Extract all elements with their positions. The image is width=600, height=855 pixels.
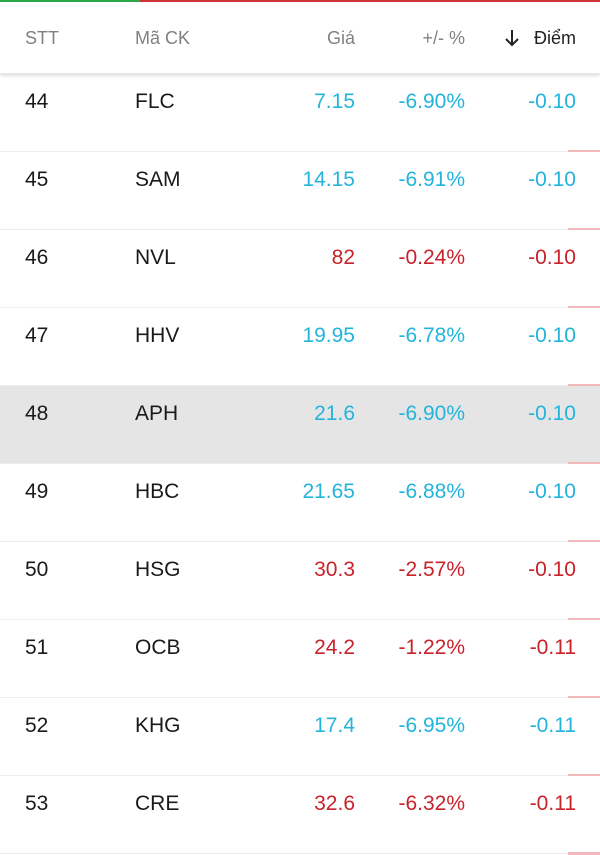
row-change-pct: -2.57% [398,558,465,581]
row-stt: 45 [25,168,49,191]
stock-list: 44 FLC 7.15 -6.90% -0.10 45 SAM 14.15 -6.91% -0.1… [0,74,600,855]
row-price: 30.3 [314,558,355,581]
row-price: 32.6 [314,792,355,815]
column-header-stt[interactable]: STT [25,28,59,48]
row-points-bar [568,462,600,465]
row-price: 82 [331,246,355,269]
row-change-pct: -6.91% [398,168,465,191]
row-points-bar [568,384,600,387]
row-change-pct: -1.22% [398,636,465,659]
row-code: NVL [135,246,176,269]
row-points-bar [568,618,600,621]
row-points-bar [568,540,600,543]
row-code: SAM [135,168,181,191]
row-change-pct: -6.95% [398,714,465,737]
row-points: -0.11 [529,636,576,659]
row-code: CRE [135,792,180,815]
row-stt: 44 [25,90,49,113]
row-change-pct: -0.24% [398,246,465,269]
table-row[interactable]: 45 SAM 14.15 -6.91% -0.10 [0,152,600,231]
row-price: 14.15 [302,168,355,191]
row-price: 21.65 [302,480,355,503]
row-stt: 49 [25,480,49,503]
row-change-pct: -6.90% [398,90,465,113]
row-points-bar [568,774,600,777]
column-header-points-label: Điểm [533,28,576,48]
table-row[interactable]: 47 HHV 19.95 -6.78% -0.10 [0,308,600,387]
table-row[interactable]: 46 NVL 82 -0.24% -0.10 [0,230,600,309]
column-header-price[interactable]: Giá [326,28,355,48]
row-points: -0.10 [528,480,576,503]
row-stt: 51 [25,636,49,659]
row-stt: 50 [25,558,49,581]
row-points: -0.10 [528,168,576,191]
table-row[interactable]: 53 CRE 32.6 -6.32% -0.11 [0,776,600,855]
row-stt: 47 [25,324,49,347]
row-points-bar [568,150,600,153]
row-price: 19.95 [302,324,355,347]
arrow-down-icon[interactable] [504,28,520,48]
row-code: APH [135,402,179,425]
row-change-pct: -6.90% [398,402,465,425]
column-header-code[interactable]: Mã CK [135,28,191,48]
table-row[interactable]: 52 KHG 17.4 -6.95% -0.11 [0,698,600,777]
table-row[interactable]: 48 APH 21.6 -6.90% -0.10 [0,386,600,465]
table-row[interactable]: 44 FLC 7.15 -6.90% -0.10 [0,74,600,153]
row-stt: 48 [25,402,49,425]
row-price: 21.6 [314,402,355,425]
table-row[interactable]: 50 HSG 30.3 -2.57% -0.10 [0,542,600,621]
row-points: -0.11 [529,714,576,737]
row-change-pct: -6.88% [398,480,465,503]
row-points: -0.10 [528,246,576,269]
row-points: -0.10 [528,90,576,113]
row-points: -0.10 [528,402,576,425]
row-points: -0.11 [529,792,576,815]
table-row[interactable]: 49 HBC 21.65 -6.88% -0.10 [0,464,600,543]
row-change-pct: -6.32% [398,792,465,815]
row-change-pct: -6.78% [398,324,465,347]
top-bar-green-segment [0,0,140,2]
row-price: 24.2 [314,636,355,659]
column-header-change-pct[interactable]: +/- % [422,28,465,48]
column-header-points[interactable]: Điểm [504,2,576,74]
row-price: 17.4 [314,714,355,737]
row-code: HBC [135,480,180,503]
row-points: -0.10 [528,558,576,581]
row-points-bar [568,228,600,231]
table-row[interactable]: 51 OCB 24.2 -1.22% -0.11 [0,620,600,699]
top-bar-red-segment [140,0,600,2]
row-code: HHV [135,324,180,347]
row-code: FLC [135,90,175,113]
row-stt: 53 [25,792,49,815]
row-stt: 52 [25,714,49,737]
row-code: KHG [135,714,181,737]
top-progress-bar [0,0,600,2]
table-header: STT Mã CK Giá +/- % Điểm [0,2,600,74]
row-code: HSG [135,558,181,581]
row-points: -0.10 [528,324,576,347]
row-code: OCB [135,636,181,659]
row-points-bar [568,306,600,309]
row-points-bar [568,696,600,699]
row-price: 7.15 [314,90,355,113]
row-stt: 46 [25,246,49,269]
